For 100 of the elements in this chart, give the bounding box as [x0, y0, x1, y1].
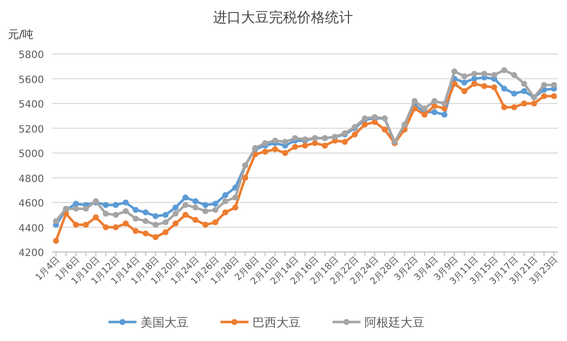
point	[192, 204, 198, 210]
point	[232, 194, 238, 201]
point	[172, 210, 179, 217]
point	[192, 216, 198, 223]
y-tick-label: 4200	[18, 248, 44, 259]
point	[82, 222, 89, 228]
point	[461, 88, 468, 94]
point	[112, 212, 119, 218]
point	[471, 70, 478, 77]
point	[531, 100, 538, 106]
y-tick-label: 4800	[18, 174, 44, 185]
point	[422, 112, 428, 118]
point	[282, 150, 288, 156]
point	[72, 222, 79, 228]
point	[501, 104, 508, 110]
point	[262, 140, 268, 146]
point	[222, 198, 228, 204]
point	[122, 220, 129, 227]
y-tick-label: 4400	[18, 223, 44, 234]
point	[481, 70, 488, 77]
point	[132, 228, 139, 234]
point	[431, 98, 438, 104]
point	[132, 206, 139, 213]
point	[122, 208, 129, 214]
point	[262, 148, 268, 155]
point	[182, 202, 188, 208]
point	[471, 80, 478, 87]
point	[92, 214, 99, 220]
point	[212, 219, 218, 226]
point	[242, 174, 248, 181]
point	[182, 194, 188, 201]
point	[192, 198, 198, 204]
point	[102, 202, 109, 208]
point	[412, 98, 418, 104]
point	[102, 210, 109, 217]
point	[162, 212, 169, 218]
point	[541, 93, 548, 100]
point	[511, 90, 518, 97]
point	[511, 104, 518, 110]
point	[162, 219, 169, 226]
legend-label: 巴西大豆	[252, 316, 300, 330]
y-tick-label: 5400	[18, 100, 44, 110]
point	[212, 200, 218, 207]
point	[102, 224, 109, 230]
point	[521, 88, 528, 94]
point	[232, 204, 238, 210]
point	[172, 204, 179, 210]
point	[441, 100, 448, 106]
point	[212, 206, 218, 213]
point	[312, 140, 318, 146]
point	[53, 238, 59, 244]
point	[501, 67, 508, 74]
point	[172, 220, 179, 227]
point	[72, 206, 79, 212]
point	[282, 138, 288, 145]
point	[491, 72, 498, 78]
y-tick-label: 5200	[18, 124, 44, 136]
point	[441, 112, 448, 118]
chart-title: 进口大豆完税价格统计	[213, 10, 353, 26]
point	[152, 234, 159, 240]
point	[302, 142, 308, 149]
point	[352, 131, 358, 138]
y-tick-label: 5800	[18, 50, 44, 61]
point	[142, 230, 149, 236]
point	[362, 122, 368, 128]
point	[142, 218, 149, 224]
point	[451, 80, 458, 87]
point	[292, 135, 298, 142]
point	[272, 146, 278, 152]
point	[551, 93, 557, 100]
point	[202, 222, 208, 228]
point	[112, 202, 119, 208]
point	[511, 72, 518, 78]
point	[551, 82, 557, 88]
point	[541, 82, 548, 88]
point	[112, 224, 119, 230]
y-tick-label: 5600	[18, 74, 44, 86]
point	[342, 138, 348, 145]
point	[501, 86, 508, 92]
point	[162, 229, 169, 236]
point	[461, 79, 468, 86]
point	[481, 83, 488, 90]
point	[142, 209, 149, 216]
point	[521, 100, 528, 106]
y-tick-label: 5000	[18, 149, 44, 160]
point	[152, 222, 159, 228]
point	[132, 216, 139, 222]
point	[222, 192, 228, 198]
point	[272, 138, 278, 144]
point	[451, 68, 458, 74]
point	[292, 144, 298, 150]
y-axis-title: 元/吨	[8, 28, 34, 41]
point	[182, 212, 188, 218]
point	[491, 84, 498, 90]
point	[82, 206, 89, 212]
point	[122, 200, 129, 206]
point	[222, 209, 228, 216]
point	[53, 218, 59, 224]
legend-label: 美国大豆	[140, 316, 188, 330]
point	[202, 208, 208, 214]
